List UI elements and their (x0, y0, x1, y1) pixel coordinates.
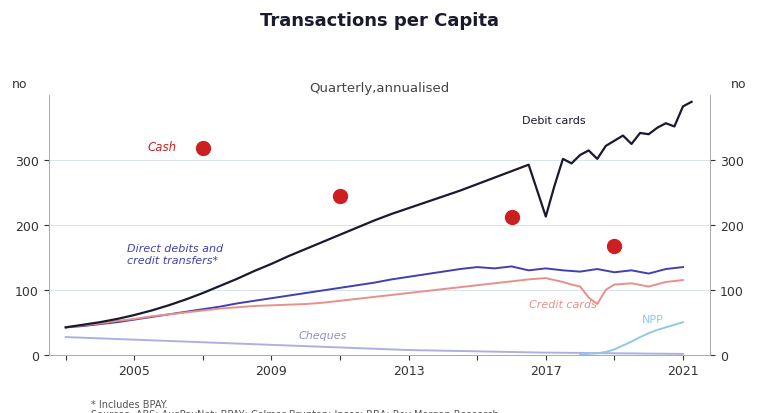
Text: Transactions per Capita: Transactions per Capita (260, 12, 499, 30)
Text: Credit cards: Credit cards (529, 299, 597, 309)
Text: NPP: NPP (642, 314, 663, 324)
Point (197, 146, 209, 152)
Text: Direct debits and
credit transfers*: Direct debits and credit transfers* (128, 244, 224, 265)
Point (608, 243, 620, 249)
Point (505, 214, 518, 221)
Text: Sources: ABS; AusPayNet; BPAY; Colmar Brunton; Ipsos; RBA; Roy Morgan Research: Sources: ABS; AusPayNet; BPAY; Colmar Br… (91, 409, 499, 413)
Text: Cheques: Cheques (299, 330, 348, 340)
Text: Cash: Cash (147, 141, 176, 154)
Title: Quarterly,annualised: Quarterly,annualised (310, 82, 449, 95)
Point (334, 193, 346, 199)
Text: no: no (732, 78, 747, 91)
Text: Debit cards: Debit cards (521, 115, 585, 125)
Text: * Includes BPAY.: * Includes BPAY. (91, 399, 168, 409)
Text: no: no (12, 78, 27, 91)
